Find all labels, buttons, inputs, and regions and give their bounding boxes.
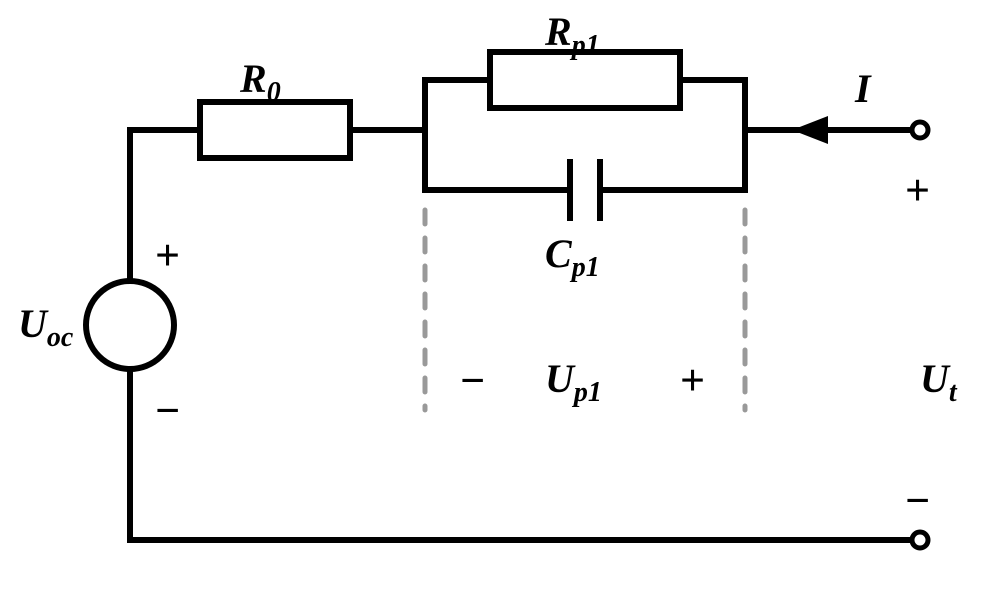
ut_plus: + xyxy=(905,165,930,216)
Ut-sub: t xyxy=(949,377,957,408)
I-label: I xyxy=(855,65,871,112)
src_minus: − xyxy=(155,385,180,436)
circuit-diagram: UocR0Rp1Cp1Up1IUt+−−++− xyxy=(0,0,1000,606)
src_plus: + xyxy=(155,230,180,281)
I-main: I xyxy=(855,66,871,111)
R0-sub: 0 xyxy=(267,77,281,108)
Uoc-label: Uoc xyxy=(18,300,73,354)
Up1-label: Up1 xyxy=(545,355,602,409)
ut_minus: − xyxy=(905,475,930,526)
Rp1-main: R xyxy=(545,9,572,54)
Uoc-main: U xyxy=(18,301,47,346)
Rp1-label: Rp1 xyxy=(545,8,600,62)
up1_minus: − xyxy=(460,355,485,406)
Uoc-sub: oc xyxy=(47,322,73,353)
Cp1-label: Cp1 xyxy=(545,230,600,284)
Cp1-main: C xyxy=(545,231,572,276)
up1_plus: + xyxy=(680,355,705,406)
R0-label: R0 xyxy=(240,55,281,109)
Ut-main: U xyxy=(920,356,949,401)
Ut-label: Ut xyxy=(920,355,957,409)
Rp1-sub: p1 xyxy=(572,30,600,61)
Cp1-sub: p1 xyxy=(572,252,600,283)
Up1-sub: p1 xyxy=(574,377,602,408)
R0-main: R xyxy=(240,56,267,101)
circuit-svg xyxy=(0,0,1000,606)
Up1-main: U xyxy=(545,356,574,401)
